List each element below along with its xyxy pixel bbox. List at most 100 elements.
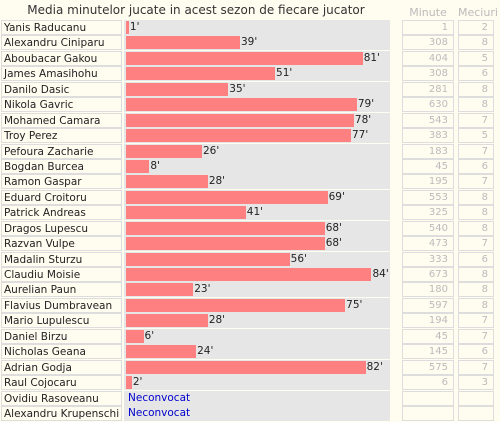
avg-minutes-bar <box>126 129 351 143</box>
player-row: Patrick Andreas 41' 325 8 <box>0 205 500 221</box>
avg-minutes-bar <box>126 314 208 328</box>
bar-track: 68' <box>124 236 390 252</box>
bar-track: 24' <box>124 344 390 360</box>
matches-cell <box>458 390 494 406</box>
player-name: Danilo Dasic <box>1 81 122 97</box>
avg-minutes-bar <box>126 21 129 34</box>
player-row: Claudiu Moisie 84' 673 8 <box>0 267 500 283</box>
player-name: Patrick Andreas <box>1 205 122 221</box>
player-row: Flavius Dumbravean 75' 597 8 <box>0 297 500 314</box>
avg-minutes-bar <box>126 345 197 359</box>
bar-track: 77' <box>124 128 390 144</box>
player-name: James Amasihohu <box>1 66 122 82</box>
player-row: Razvan Vulpe 68' 473 7 <box>0 236 500 252</box>
minutes-cell: 404 <box>402 50 454 66</box>
avg-minutes-label: 1' <box>129 21 140 33</box>
bar-track: 8' <box>124 158 390 174</box>
bar-track: 1' <box>124 20 390 35</box>
avg-minutes-bar <box>126 144 202 158</box>
player-row: Aurelian Paun 23' 180 8 <box>0 282 500 298</box>
avg-minutes-bar <box>126 221 325 235</box>
avg-minutes-bar <box>126 36 240 50</box>
minutes-cell: 575 <box>402 359 454 375</box>
bar-track: Neconvocat <box>124 390 390 406</box>
matches-column-header: Meciuri <box>458 6 498 19</box>
bar-track: 69' <box>124 189 390 205</box>
bar-track: Neconvocat <box>124 406 390 421</box>
bar-track: 39' <box>124 35 390 51</box>
bar-track: 51' <box>124 66 390 82</box>
player-name: Ovidiu Rasoveanu <box>1 390 122 406</box>
player-row: Yanis Raducanu 1' 1 2 <box>0 20 500 36</box>
matches-cell: 7 <box>458 174 494 190</box>
avg-minutes-bar <box>126 113 354 127</box>
avg-minutes-bar <box>126 283 194 297</box>
matches-cell: 6 <box>458 344 494 360</box>
minutes-cell: 45 <box>402 158 454 174</box>
player-row: Ramon Gaspar 28' 195 7 <box>0 174 500 190</box>
minutes-cell: 180 <box>402 282 454 298</box>
minutes-cell: 45 <box>402 328 454 344</box>
matches-cell: 8 <box>458 205 494 221</box>
matches-cell: 8 <box>458 189 494 205</box>
player-name: Claudiu Moisie <box>1 267 122 283</box>
player-row: Madalin Sturzu 56' 333 6 <box>0 251 500 268</box>
avg-minutes-bar <box>126 51 363 65</box>
bar-track: 2' <box>124 375 390 391</box>
minutes-cell: 673 <box>402 267 454 283</box>
matches-cell: 6 <box>458 66 494 82</box>
player-row: Nicholas Geana 24' 145 6 <box>0 344 500 360</box>
matches-cell: 8 <box>458 81 494 97</box>
avg-minutes-bar <box>126 298 346 312</box>
matches-cell: 7 <box>458 359 494 375</box>
avg-minutes-bar <box>126 360 366 374</box>
avg-minutes-label: 77' <box>352 129 369 142</box>
avg-minutes-label: 81' <box>363 51 380 64</box>
avg-minutes-label: 28' <box>208 175 226 188</box>
player-name: Nikola Gavric <box>1 97 122 113</box>
avg-minutes-label: 35' <box>229 82 246 95</box>
avg-minutes-label: 82' <box>366 360 383 373</box>
minutes-cell: 281 <box>402 81 454 97</box>
player-name: Raul Cojocaru <box>1 375 122 391</box>
avg-minutes-label: 8' <box>150 159 160 172</box>
avg-minutes-bar <box>126 67 276 81</box>
player-row: Mohamed Camara 78' 543 7 <box>0 112 500 129</box>
player-row: Nikola Gavric 79' 630 8 <box>0 97 500 113</box>
player-name: Ramon Gaspar <box>1 174 122 190</box>
matches-cell: 5 <box>458 128 494 144</box>
avg-minutes-label: 79' <box>357 98 375 111</box>
player-name: Daniel Birzu <box>1 328 122 344</box>
player-name: Flavius Dumbravean <box>1 297 122 313</box>
minutes-cell: 195 <box>402 174 454 190</box>
matches-cell: 3 <box>458 375 494 391</box>
minutes-cell <box>402 390 454 406</box>
bar-track: 6' <box>124 328 390 344</box>
not-called-up-label: Neconvocat <box>128 391 191 404</box>
avg-minutes-bar <box>126 159 150 173</box>
player-row: Pefoura Zacharie 26' 183 7 <box>0 143 500 160</box>
player-row: Aboubacar Gakou 81' 404 5 <box>0 50 500 67</box>
minutes-cell: 145 <box>402 344 454 360</box>
matches-cell: 7 <box>458 143 494 159</box>
minutes-cell: 383 <box>402 128 454 144</box>
avg-minutes-bar <box>126 190 328 204</box>
avg-minutes-bar <box>126 252 290 266</box>
bar-track: 28' <box>124 313 390 329</box>
minutes-cell <box>402 406 454 421</box>
minutes-cell: 597 <box>402 297 454 313</box>
bar-track: 81' <box>124 50 390 66</box>
player-name: Eduard Croitoru <box>1 189 122 205</box>
player-name: Madalin Sturzu <box>1 251 122 267</box>
matches-cell: 7 <box>458 328 494 344</box>
player-name: Bogdan Burcea <box>1 158 122 174</box>
avg-minutes-label: 75' <box>346 298 363 311</box>
avg-minutes-label: 69' <box>328 190 345 203</box>
bar-track: 79' <box>124 97 390 113</box>
matches-cell: 8 <box>458 220 494 236</box>
avg-minutes-bar <box>126 237 325 251</box>
player-row: Raul Cojocaru 2' 6 3 <box>0 375 500 391</box>
player-name: Nicholas Geana <box>1 344 122 360</box>
bar-track: 41' <box>124 205 390 221</box>
player-name: Pefoura Zacharie <box>1 143 122 159</box>
